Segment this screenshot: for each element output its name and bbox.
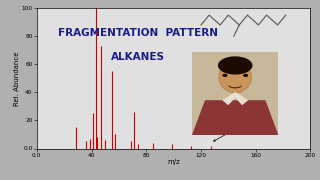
Y-axis label: Rel. Abundance: Rel. Abundance [14,51,20,105]
Ellipse shape [222,74,228,77]
Ellipse shape [243,74,248,77]
Text: [M]+: [M]+ [214,122,250,141]
Text: ALKANES: ALKANES [111,52,165,62]
Ellipse shape [218,56,252,75]
Ellipse shape [219,61,252,93]
Polygon shape [192,100,278,135]
Text: FRAGMENTATION  PATTERN: FRAGMENTATION PATTERN [58,28,218,38]
X-axis label: m/z: m/z [167,159,180,165]
Polygon shape [222,92,248,105]
